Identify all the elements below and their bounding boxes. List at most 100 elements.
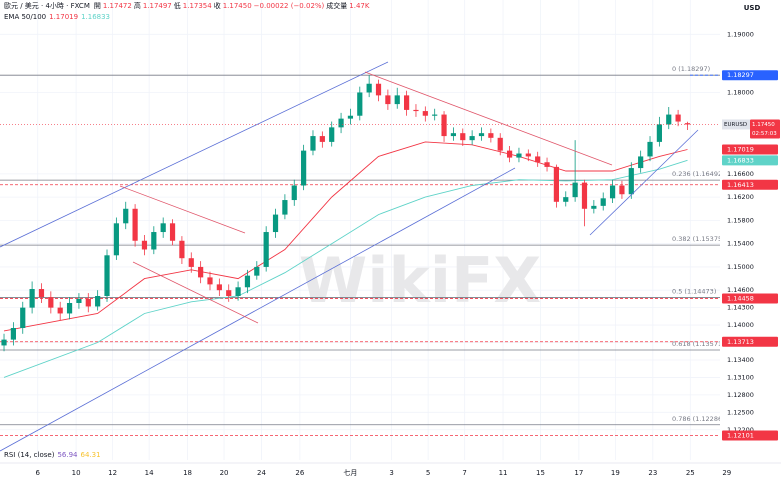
x-tick-label: 七月 bbox=[343, 468, 357, 477]
candle-body bbox=[385, 95, 391, 105]
candle-body bbox=[469, 136, 475, 141]
candle-body bbox=[628, 168, 634, 195]
y-tick-label: 1.15000 bbox=[727, 263, 754, 271]
rsi-label: RSI (14, close) bbox=[4, 451, 55, 459]
y-tick-label: 1.16600 bbox=[727, 170, 754, 178]
candle-body bbox=[141, 240, 148, 250]
channel-line bbox=[0, 61, 389, 248]
candle-body bbox=[441, 114, 447, 137]
x-tick-label: 23 bbox=[648, 469, 657, 477]
rsi-value: 64.31 bbox=[81, 451, 101, 459]
candle-body bbox=[375, 83, 382, 96]
candle-body bbox=[57, 307, 63, 314]
fib-label: 0 (1.18297) bbox=[672, 65, 710, 73]
candle-body bbox=[675, 114, 681, 122]
ema-tag-label: 1.17019 bbox=[727, 146, 754, 154]
channel-line bbox=[0, 167, 516, 452]
candle-body bbox=[10, 327, 16, 340]
candle-body bbox=[488, 133, 494, 138]
ema-tag bbox=[722, 144, 778, 155]
y-tick-label: 1.12500 bbox=[727, 408, 754, 416]
symbol-tag bbox=[722, 119, 750, 130]
candle-body bbox=[619, 185, 625, 195]
plot-area: 0 (1.18297) 0.236 (1.16492) 0.382 (1.15375… bbox=[0, 65, 725, 436]
trendlines bbox=[0, 61, 699, 452]
change: −0.00022 (−0.02%) bbox=[254, 2, 325, 10]
y-tick-label: 1.12200 bbox=[727, 426, 754, 434]
candle-body bbox=[638, 156, 644, 169]
x-tick-label: 24 bbox=[257, 469, 266, 477]
candle-body bbox=[1, 339, 7, 346]
candle-body bbox=[394, 95, 400, 105]
price-tag-label: 1.17450 bbox=[752, 122, 775, 128]
candle-body bbox=[310, 136, 316, 151]
header: 歐元 / 美元 · 4小時 · FXCM 開 1.17472 高 1.17497 低 1.1… bbox=[4, 1, 370, 459]
ohlc-label: 高 bbox=[134, 1, 141, 10]
candle-body bbox=[216, 284, 222, 291]
candle-body bbox=[113, 223, 119, 256]
candle-body bbox=[647, 141, 653, 157]
candle-body bbox=[563, 197, 569, 202]
currency: USD bbox=[744, 4, 761, 12]
candle-body bbox=[132, 208, 138, 241]
candle-body bbox=[151, 232, 157, 250]
ohlc-label: 收 bbox=[214, 1, 221, 10]
ema-line bbox=[3, 159, 688, 378]
x-tick-label: 15 bbox=[536, 469, 545, 477]
indicator-value: 1.17019 bbox=[49, 13, 78, 21]
candle-body bbox=[235, 287, 241, 297]
ema-tag bbox=[722, 155, 778, 166]
ohlc-value: 1.17450 bbox=[223, 2, 252, 10]
candle-body bbox=[76, 298, 82, 303]
price-tag bbox=[722, 336, 778, 347]
price-tag-label: 1.16413 bbox=[727, 181, 754, 189]
candle-body bbox=[684, 123, 691, 125]
x-tick-label: 5 bbox=[426, 469, 430, 477]
y-tick-label: 1.12800 bbox=[727, 391, 754, 399]
candle-body bbox=[666, 114, 672, 125]
volume-label: 成交量 bbox=[326, 1, 347, 10]
indicator-label: EMA 50/100 bbox=[4, 13, 46, 21]
candle-body bbox=[347, 115, 354, 119]
candle-body bbox=[226, 290, 232, 297]
rsi-value: 56.94 bbox=[57, 451, 78, 459]
x-tick-label: 3 bbox=[389, 469, 393, 477]
candle-body bbox=[478, 133, 485, 137]
candle-body bbox=[432, 114, 438, 116]
candle-body bbox=[160, 223, 166, 233]
candle-body bbox=[198, 266, 204, 278]
candle-body bbox=[338, 118, 344, 128]
y-tick-label: 1.19000 bbox=[727, 30, 754, 38]
price-tag-label: 1.14458 bbox=[727, 294, 754, 302]
candle-body bbox=[581, 182, 588, 209]
candle-body bbox=[301, 150, 307, 186]
candle-body bbox=[329, 127, 335, 142]
candle-body bbox=[357, 92, 363, 116]
candle-body bbox=[207, 277, 213, 285]
x-tick-label: 25 bbox=[686, 469, 695, 477]
candle-body bbox=[535, 156, 541, 163]
candle-body bbox=[123, 208, 129, 224]
x-tick-label: 6 bbox=[35, 469, 40, 477]
y-tick-label: 1.16200 bbox=[727, 193, 754, 201]
candle-body bbox=[272, 214, 279, 233]
candle-body bbox=[516, 153, 522, 158]
symbol-line: 歐元 / 美元 · 4小時 · FXCM bbox=[4, 1, 90, 10]
y-tick-label: 1.18000 bbox=[727, 88, 754, 96]
ohlc-label: 低 bbox=[174, 1, 181, 10]
candle-body bbox=[413, 109, 419, 112]
price-axis: 1.19000 1.18000 1.16600 1.16200 1.15800 1.154… bbox=[720, 0, 781, 479]
symbol-tag-label: EURUSD bbox=[724, 122, 747, 128]
y-tick-label: 1.13100 bbox=[727, 373, 754, 381]
candle-body bbox=[404, 95, 410, 110]
candle-body bbox=[506, 150, 513, 158]
price-tag-label: 1.12101 bbox=[727, 432, 754, 440]
x-tick-label: 12 bbox=[108, 469, 117, 477]
x-tick-label: 7 bbox=[462, 469, 466, 477]
candle-body bbox=[319, 136, 325, 142]
candle-body bbox=[104, 255, 110, 297]
candle-body bbox=[254, 266, 260, 276]
price-tag-label: 1.13713 bbox=[727, 338, 754, 346]
fib-label: 0.382 (1.15375) bbox=[672, 235, 725, 243]
